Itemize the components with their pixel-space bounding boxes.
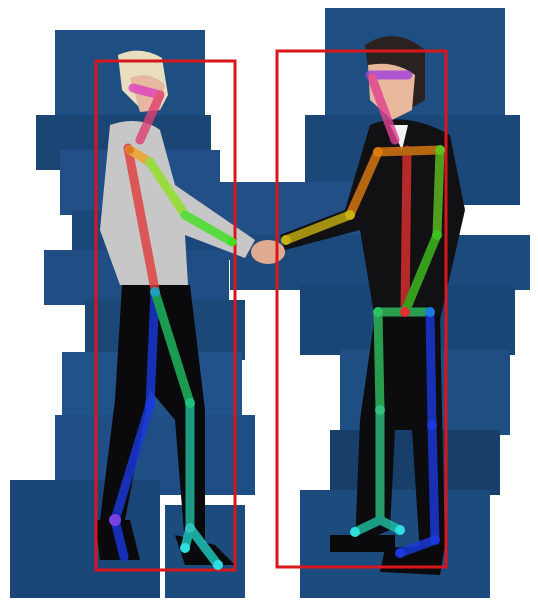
joint <box>425 307 435 317</box>
bounding-box-man <box>275 49 448 569</box>
joint <box>375 405 385 415</box>
joint <box>281 235 291 245</box>
skeleton-woman <box>110 83 237 570</box>
joint <box>395 525 405 535</box>
joint <box>109 514 121 526</box>
joints-man <box>281 145 445 558</box>
joint <box>435 145 445 155</box>
joint <box>213 560 223 570</box>
joint <box>150 287 160 297</box>
joint <box>126 146 134 154</box>
background-tiles <box>10 8 530 598</box>
joint <box>185 398 195 408</box>
joint <box>430 535 440 545</box>
joint <box>345 210 355 220</box>
joint <box>427 420 437 430</box>
joint <box>228 238 236 246</box>
joint <box>400 307 410 317</box>
joint <box>180 543 190 553</box>
joint <box>185 523 195 533</box>
joints-woman <box>109 146 236 570</box>
skeleton-man <box>281 70 445 558</box>
joint <box>373 147 383 157</box>
joint <box>373 307 383 317</box>
joint <box>432 230 442 240</box>
joint <box>395 548 405 558</box>
bounding-box-woman <box>94 59 237 572</box>
joint <box>145 400 155 410</box>
joint <box>350 527 360 537</box>
handshake <box>251 240 285 264</box>
